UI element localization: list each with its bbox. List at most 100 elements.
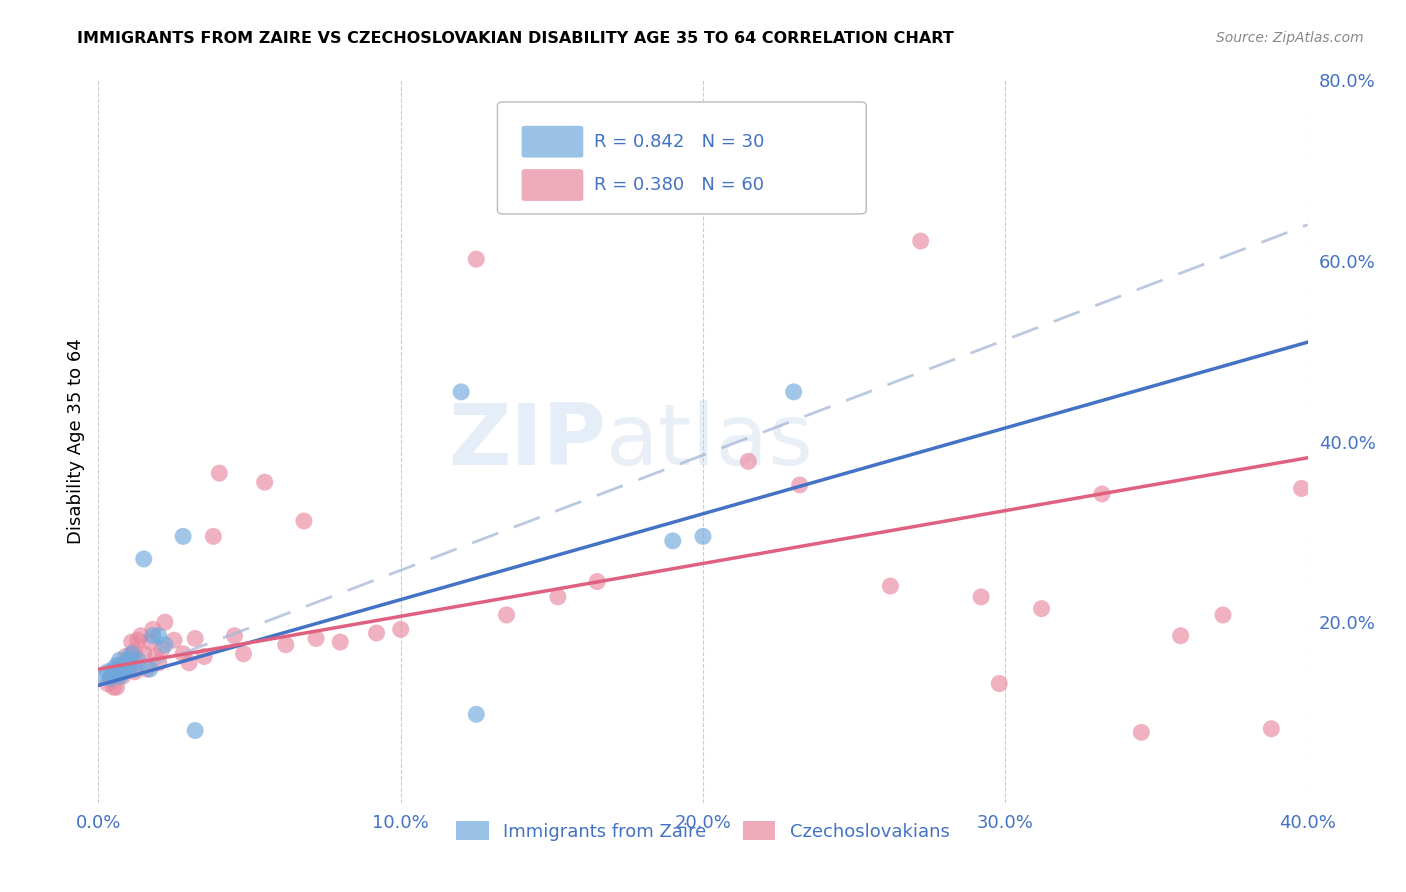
Point [105, 665, 128, 679]
Point [111, 665, 134, 679]
Point [232, 647, 254, 661]
Text: R = 0.842   N = 30: R = 0.842 N = 30 [595, 133, 765, 151]
Point [124, 644, 146, 658]
Point [118, 656, 141, 670]
Text: Source: ZipAtlas.com: Source: ZipAtlas.com [1216, 31, 1364, 45]
Point [108, 658, 131, 673]
Point [121, 647, 143, 661]
Point [692, 529, 714, 543]
Point [366, 626, 388, 640]
Point [465, 252, 488, 266]
Point [208, 466, 231, 480]
Point [465, 707, 488, 722]
Point [172, 529, 194, 543]
Point [1130, 725, 1153, 739]
Point [111, 669, 134, 683]
Point [108, 669, 131, 683]
Point [737, 454, 759, 468]
Point [118, 651, 141, 665]
Point [879, 579, 901, 593]
Point [148, 656, 170, 670]
Point [389, 623, 412, 637]
Point [1091, 487, 1114, 501]
Point [783, 384, 806, 399]
Point [910, 234, 932, 248]
Point [988, 676, 1011, 690]
Point [127, 633, 149, 648]
Point [114, 662, 136, 676]
Point [547, 590, 569, 604]
Point [253, 475, 276, 490]
Point [184, 632, 207, 646]
Point [118, 662, 141, 676]
Text: IMMIGRANTS FROM ZAIRE VS CZECHOSLOVAKIAN DISABILITY AGE 35 TO 64 CORRELATION CHA: IMMIGRANTS FROM ZAIRE VS CZECHOSLOVAKIAN… [77, 31, 955, 46]
Point [1291, 482, 1313, 496]
Point [105, 680, 128, 694]
Point [96, 665, 118, 679]
Point [142, 629, 165, 643]
Point [202, 529, 225, 543]
Point [148, 629, 170, 643]
Point [184, 723, 207, 738]
Point [100, 671, 122, 685]
Legend: Immigrants from Zaire, Czechoslovakians: Immigrants from Zaire, Czechoslovakians [449, 814, 957, 848]
Point [103, 665, 125, 679]
Point [100, 671, 122, 685]
Point [1031, 601, 1053, 615]
Point [135, 662, 157, 676]
Point [661, 533, 683, 548]
FancyBboxPatch shape [522, 169, 583, 201]
Point [450, 384, 472, 399]
Point [153, 638, 176, 652]
Text: atlas: atlas [606, 400, 814, 483]
Point [145, 649, 167, 664]
Point [495, 607, 517, 622]
Point [1212, 607, 1234, 622]
Point [127, 653, 149, 667]
Point [153, 615, 176, 630]
Text: ZIP: ZIP [449, 400, 606, 483]
Point [1260, 722, 1282, 736]
Point [150, 642, 173, 657]
Point [193, 649, 215, 664]
Point [114, 656, 136, 670]
Point [124, 665, 146, 679]
Point [1170, 629, 1192, 643]
Point [114, 649, 136, 664]
Point [139, 662, 162, 676]
Point [118, 662, 141, 676]
Point [93, 669, 115, 683]
Point [970, 590, 993, 604]
Point [108, 667, 131, 681]
Point [111, 660, 134, 674]
FancyBboxPatch shape [522, 126, 583, 158]
Point [108, 653, 131, 667]
Point [172, 647, 194, 661]
Point [114, 662, 136, 676]
Point [132, 552, 155, 566]
Point [132, 647, 155, 661]
Point [163, 633, 186, 648]
Point [292, 514, 315, 528]
FancyBboxPatch shape [498, 102, 866, 214]
Point [121, 649, 143, 664]
Point [103, 680, 125, 694]
Point [789, 478, 811, 492]
Point [96, 676, 118, 690]
Point [105, 658, 128, 673]
Text: R = 0.380   N = 60: R = 0.380 N = 60 [595, 176, 765, 194]
Point [586, 574, 609, 589]
Point [142, 623, 165, 637]
Point [274, 638, 297, 652]
Point [179, 656, 201, 670]
Point [329, 635, 352, 649]
Point [103, 662, 125, 676]
Point [129, 629, 152, 643]
Y-axis label: Disability Age 35 to 64: Disability Age 35 to 64 [66, 339, 84, 544]
Point [103, 667, 125, 681]
Point [111, 660, 134, 674]
Point [121, 635, 143, 649]
Point [224, 629, 246, 643]
Point [305, 632, 328, 646]
Point [139, 635, 162, 649]
